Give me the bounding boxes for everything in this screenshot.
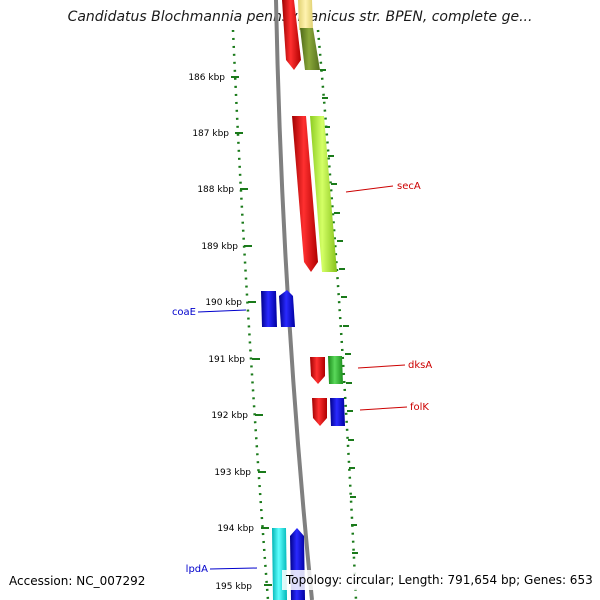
tick-label: 192 kbp — [211, 411, 248, 421]
gene-labels: secA coaE dksA folK lpdA — [172, 181, 432, 575]
gene-label-coae: coaE — [172, 307, 196, 318]
inner-dotted-track — [231, 29, 270, 600]
tick-label: 195 kbp — [215, 582, 252, 592]
gene-feature — [310, 357, 325, 384]
gene-label-dksa: dksA — [408, 360, 432, 371]
gene-feature — [261, 291, 277, 327]
tick-label: 193 kbp — [214, 468, 251, 478]
gene-label-folk: folK — [410, 402, 429, 413]
gene-feature — [312, 398, 327, 426]
tick-label: 188 kbp — [197, 185, 234, 195]
topology-text: Topology: circular; Length: 791,654 bp; … — [282, 570, 597, 590]
gene-feature — [310, 116, 337, 272]
tick-label: 190 kbp — [205, 298, 242, 308]
kbp-ticks — [231, 76, 272, 586]
outer-track-dashes — [320, 69, 358, 554]
kbp-tick-labels: 186 kbp 187 kbp 188 kbp 189 kbp 190 kbp … — [188, 73, 254, 592]
gene-feature — [330, 398, 345, 426]
outer-dotted-track — [316, 29, 358, 600]
tick-label: 189 kbp — [201, 242, 238, 252]
tick-label: 194 kbp — [217, 524, 254, 534]
gene-feature — [298, 0, 313, 30]
gene-feature — [279, 290, 295, 327]
gene-callouts — [197, 185, 408, 570]
gene-feature — [300, 28, 320, 70]
gene-feature — [328, 356, 343, 384]
tick-label: 187 kbp — [192, 129, 229, 139]
gene-feature — [282, 0, 301, 70]
gene-label-seca: secA — [397, 181, 421, 192]
tick-label: 186 kbp — [188, 73, 225, 83]
tick-label: 191 kbp — [208, 355, 245, 365]
gene-feature — [292, 116, 318, 272]
accession-text: Accession: NC_007292 — [9, 574, 146, 588]
gene-label-lpda: lpdA — [186, 564, 208, 575]
